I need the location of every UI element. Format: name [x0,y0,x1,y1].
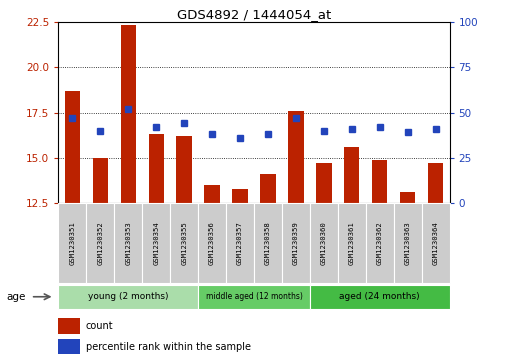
Bar [366,203,394,283]
Text: GSM1230355: GSM1230355 [181,221,187,265]
Text: GSM1230363: GSM1230363 [405,221,410,265]
Text: GSM1230351: GSM1230351 [70,221,75,265]
Text: GSM1230358: GSM1230358 [265,221,271,265]
Bar [316,163,332,203]
Bar [142,203,170,283]
Bar [344,147,360,203]
Bar [310,203,338,283]
Bar [394,203,422,283]
Bar [338,203,366,283]
Bar [422,203,450,283]
Bar [120,25,136,203]
Text: GSM1230362: GSM1230362 [377,221,383,265]
Bar [58,285,198,309]
Bar [282,203,310,283]
Bar [58,339,80,354]
Bar [372,160,388,203]
Text: GSM1230359: GSM1230359 [293,221,299,265]
Bar [310,285,450,309]
Bar [114,203,142,283]
Text: GSM1230353: GSM1230353 [125,221,131,265]
Bar [176,136,192,203]
Text: GSM1230364: GSM1230364 [433,221,438,265]
Bar [198,203,226,283]
Bar [204,185,220,203]
Bar [58,203,86,283]
Text: GSM1230356: GSM1230356 [209,221,215,265]
Bar [254,203,282,283]
Text: young (2 months): young (2 months) [88,292,169,301]
Text: GSM1230360: GSM1230360 [321,221,327,265]
Text: GSM1230352: GSM1230352 [98,221,103,265]
Text: aged (24 months): aged (24 months) [339,292,420,301]
Text: GSM1230354: GSM1230354 [153,221,159,265]
Text: count: count [86,321,113,331]
Bar [260,174,276,203]
Bar [58,318,80,334]
Text: GSM1230361: GSM1230361 [349,221,355,265]
Bar [148,134,164,203]
Bar [232,189,248,203]
Bar [86,203,114,283]
Text: middle aged (12 months): middle aged (12 months) [206,292,302,301]
Text: age: age [6,292,25,302]
Bar [288,111,304,203]
Bar [428,163,443,203]
Text: percentile rank within the sample: percentile rank within the sample [86,342,251,352]
Bar [92,158,108,203]
Text: GSM1230357: GSM1230357 [237,221,243,265]
Bar [400,192,416,203]
Bar [65,91,80,203]
Title: GDS4892 / 1444054_at: GDS4892 / 1444054_at [177,8,331,21]
Bar [226,203,254,283]
Bar [198,285,310,309]
Bar [170,203,198,283]
